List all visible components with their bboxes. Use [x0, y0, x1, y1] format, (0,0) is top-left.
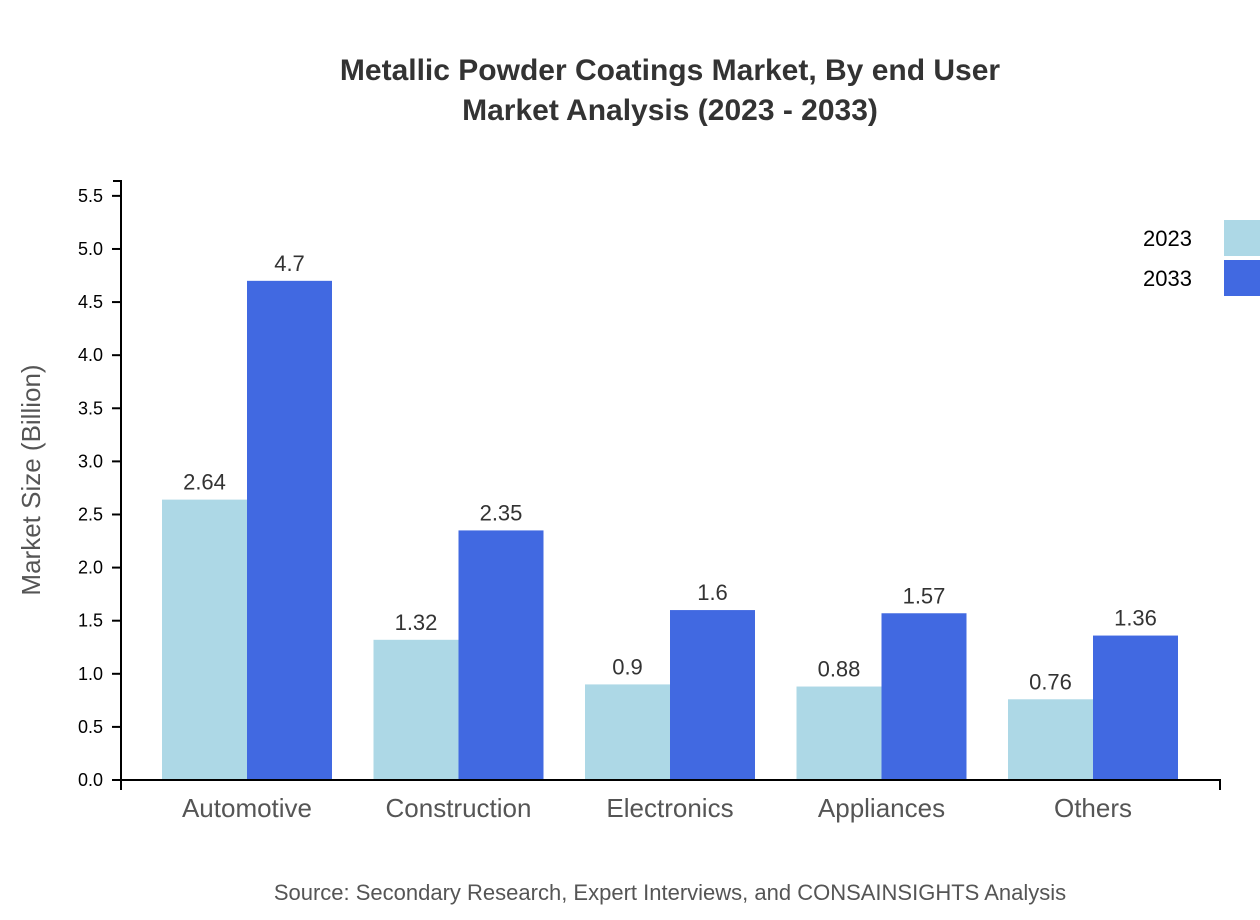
bar-2023-construction	[373, 639, 459, 780]
y-tick-label: 3.5	[78, 398, 103, 418]
bar-2023-appliances	[796, 686, 882, 780]
bar-2023-electronics	[585, 684, 670, 780]
x-tick-label: Appliances	[818, 793, 945, 823]
legend-swatch	[1224, 220, 1260, 256]
y-tick-label: 4.0	[78, 345, 103, 365]
x-tick-label: Electronics	[606, 793, 733, 823]
x-axis: Automotive Construction Electronics Applian…	[120, 779, 1221, 823]
chart-title-line-2: Market Analysis (2023 - 2033)	[462, 94, 878, 127]
y-axis-label: Market Size (Billion)	[16, 364, 46, 595]
chart-title-line-1: Metallic Powder Coatings Market, By end …	[340, 54, 1001, 87]
y-axis-line	[113, 180, 122, 780]
data-label: 1.57	[903, 583, 946, 608]
legend-label: 2023	[1143, 226, 1192, 251]
data-label: 2.35	[480, 500, 523, 525]
y-tick-label: 2.5	[78, 504, 103, 524]
x-tick-label: Others	[1054, 793, 1132, 823]
x-axis-line	[120, 779, 1221, 790]
bar-2033-appliances	[881, 613, 967, 780]
data-label: 4.7	[274, 251, 305, 276]
y-tick-label: 5.0	[78, 239, 103, 259]
data-label: 0.88	[818, 657, 861, 682]
y-tick-label: 1.0	[78, 664, 103, 684]
bar-2033-automotive	[247, 280, 332, 780]
y-tick-label: 3.0	[78, 451, 103, 471]
bar-2033-construction	[458, 530, 544, 780]
bar-2033-electronics	[670, 610, 755, 780]
source-note: Source: Secondary Research, Expert Inter…	[274, 880, 1066, 905]
x-tick-label: Construction	[386, 793, 532, 823]
legend-swatch	[1224, 260, 1260, 296]
y-tick-label: 0.5	[78, 717, 103, 737]
y-tick-label: 1.5	[78, 611, 103, 631]
y-tick-label: 4.5	[78, 292, 103, 312]
y-tick-label: 2.0	[78, 558, 103, 578]
y-tick-label: 5.5	[78, 186, 103, 206]
data-label: 1.36	[1114, 606, 1157, 631]
data-label: 2.64	[183, 470, 226, 495]
x-tick-label: Automotive	[182, 793, 312, 823]
data-label: 0.76	[1029, 669, 1072, 694]
bar-2023-others	[1008, 699, 1093, 780]
y-tick-label: 0.0	[78, 770, 103, 790]
legend-label: 2033	[1143, 266, 1192, 291]
y-axis: 0.0 0.5 1.0 1.5 2.0 2.5 3.0 3.5 4.0 4.5 5.0 5.5	[78, 180, 122, 790]
bar-2023-automotive	[162, 499, 247, 780]
bar-2033-others	[1093, 635, 1178, 780]
data-label: 0.9	[612, 654, 643, 679]
legend: 2023 2033	[1143, 220, 1260, 296]
data-label: 1.6	[697, 580, 728, 605]
data-label: 1.32	[395, 610, 438, 635]
